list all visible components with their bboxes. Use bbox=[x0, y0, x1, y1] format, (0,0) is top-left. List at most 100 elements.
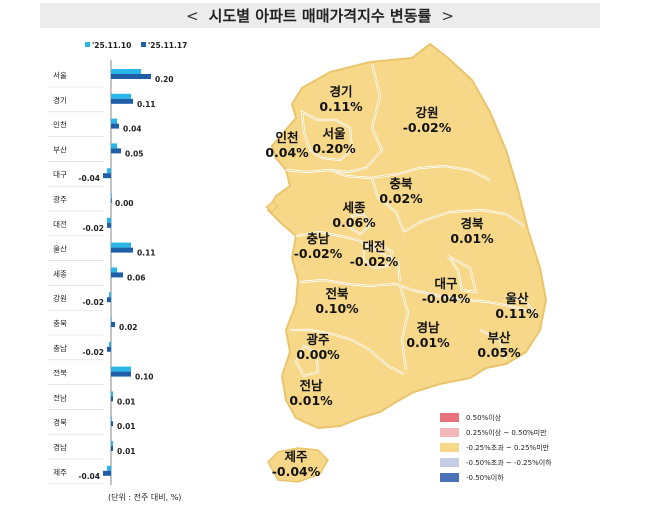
category-label: 부산 bbox=[53, 144, 67, 154]
data-label: 0.11 bbox=[137, 100, 156, 109]
legend-row: 0.25%이상 ~ 0.50%미만 bbox=[440, 425, 580, 440]
map-region-value: 0.01% bbox=[450, 231, 494, 246]
data-label: 0.02 bbox=[119, 323, 138, 332]
map-region-value: 0.04% bbox=[265, 145, 309, 160]
legend-color-swatch bbox=[440, 458, 459, 467]
legend-row: -0.50%이하 bbox=[440, 470, 580, 485]
category-label: 경북 bbox=[53, 417, 67, 427]
map-region-value: 0.10% bbox=[315, 301, 359, 316]
data-label: 0.01 bbox=[117, 447, 136, 456]
map-legend: 0.50%이상 0.25%이상 ~ 0.50%미만 -0.25%초과 ~ 0.25%… bbox=[440, 410, 580, 485]
bar-prev bbox=[111, 143, 117, 149]
region-border-line bbox=[349, 213, 371, 235]
bar-curr bbox=[111, 421, 113, 427]
map-regions bbox=[265, 42, 548, 483]
legend-range-label: 0.25%이상 ~ 0.50%미만 bbox=[466, 428, 547, 437]
bar-curr bbox=[111, 272, 123, 278]
category-label: 세종 bbox=[53, 269, 67, 278]
data-label: 0.10 bbox=[135, 373, 154, 382]
legend-label-1: '25.11.17 bbox=[148, 41, 187, 50]
category-label: 울산 bbox=[53, 244, 67, 254]
region-border-line bbox=[301, 111, 353, 161]
category-label: 제주 bbox=[53, 468, 67, 477]
map-region-name: 충북 bbox=[389, 176, 413, 191]
map-region-value: -0.04% bbox=[272, 464, 321, 479]
legend-row: -0.25%초과 ~ 0.25%미만 bbox=[440, 440, 580, 455]
data-label: 0.00 bbox=[115, 199, 134, 208]
category-label: 광주 bbox=[53, 194, 67, 204]
bar-curr bbox=[107, 222, 111, 228]
bar-prev bbox=[107, 217, 111, 223]
region-border-line bbox=[411, 289, 527, 311]
legend-swatch-1 bbox=[141, 42, 146, 47]
legend-range-label: 0.50%이상 bbox=[466, 413, 502, 422]
map-region-name: 경남 bbox=[416, 320, 440, 335]
category-label: 경남 bbox=[53, 442, 67, 452]
map-region-name: 대전 bbox=[362, 239, 385, 254]
bar-prev bbox=[111, 69, 141, 74]
data-label: 0.20 bbox=[155, 75, 174, 84]
bar-curr bbox=[111, 371, 131, 377]
map-region-value: 0.06% bbox=[332, 215, 376, 230]
map-region-name: 경북 bbox=[460, 216, 484, 231]
bar-prev bbox=[107, 168, 111, 174]
bar-prev bbox=[107, 465, 111, 471]
map-region-value: 0.01% bbox=[406, 335, 450, 350]
map-region-name: 경기 bbox=[329, 84, 352, 99]
map-region-name: 서울 bbox=[322, 126, 346, 141]
mainland-shape bbox=[266, 42, 548, 430]
map-region-name: 충남 bbox=[306, 231, 330, 246]
bar-prev bbox=[111, 242, 131, 248]
map-region-name: 제주 bbox=[284, 449, 308, 464]
chart-title: 시도별 아파트 매매가격지수 변동률 bbox=[208, 7, 432, 25]
legend-color-swatch bbox=[440, 443, 459, 452]
region-border-line bbox=[447, 255, 477, 293]
map-region-value: 0.05% bbox=[477, 345, 521, 360]
legend-range-label: -0.50%이하 bbox=[466, 473, 504, 482]
bar-curr bbox=[111, 98, 133, 104]
category-label: 충남 bbox=[53, 344, 67, 353]
bar-curr bbox=[111, 396, 113, 402]
category-label: 충북 bbox=[53, 319, 67, 328]
bar-curr bbox=[111, 446, 113, 451]
legend-swatch-0 bbox=[85, 42, 90, 47]
bar-curr bbox=[111, 123, 119, 129]
jeju-shape bbox=[267, 447, 329, 483]
region-border-line bbox=[295, 231, 401, 283]
data-label: -0.02 bbox=[82, 298, 104, 307]
map-region-name: 세종 bbox=[342, 200, 366, 215]
bar-curr bbox=[111, 322, 115, 327]
legend-color-swatch bbox=[440, 473, 459, 482]
map-region-name: 전북 bbox=[325, 286, 349, 301]
region-border-line bbox=[403, 209, 525, 233]
data-label: 0.01 bbox=[117, 397, 136, 406]
data-label: 0.04 bbox=[123, 125, 142, 134]
legend-row: 0.50%이상 bbox=[440, 410, 580, 425]
region-border-line bbox=[363, 243, 393, 269]
legend-row: -0.50%초과 ~ -0.25%이하 bbox=[440, 455, 580, 470]
map-region-value: 0.01% bbox=[289, 393, 333, 408]
category-label: 대구 bbox=[53, 170, 67, 179]
category-label: 강원 bbox=[53, 293, 67, 303]
island-shape bbox=[293, 395, 303, 405]
bar-curr bbox=[103, 470, 111, 476]
region-border-line bbox=[285, 165, 491, 181]
bar-curr bbox=[111, 198, 112, 203]
map-region-value: 0.20% bbox=[312, 141, 356, 156]
map-region-value: -0.02% bbox=[294, 246, 343, 261]
region-border-line bbox=[290, 329, 405, 375]
title-left-arrow: < bbox=[186, 6, 199, 25]
bar-curr bbox=[103, 173, 111, 179]
map-region-name: 인천 bbox=[275, 130, 298, 145]
bar-curr bbox=[111, 148, 121, 154]
bar-curr bbox=[107, 297, 111, 303]
title-right-arrow: > bbox=[441, 6, 454, 25]
island-shape bbox=[265, 201, 279, 213]
bar-prev bbox=[111, 93, 131, 99]
bar-prev bbox=[111, 416, 112, 422]
category-label: 경기 bbox=[53, 95, 67, 105]
data-label: -0.02 bbox=[82, 224, 104, 233]
map-region-value: -0.04% bbox=[422, 291, 471, 306]
bar-prev bbox=[111, 193, 112, 198]
